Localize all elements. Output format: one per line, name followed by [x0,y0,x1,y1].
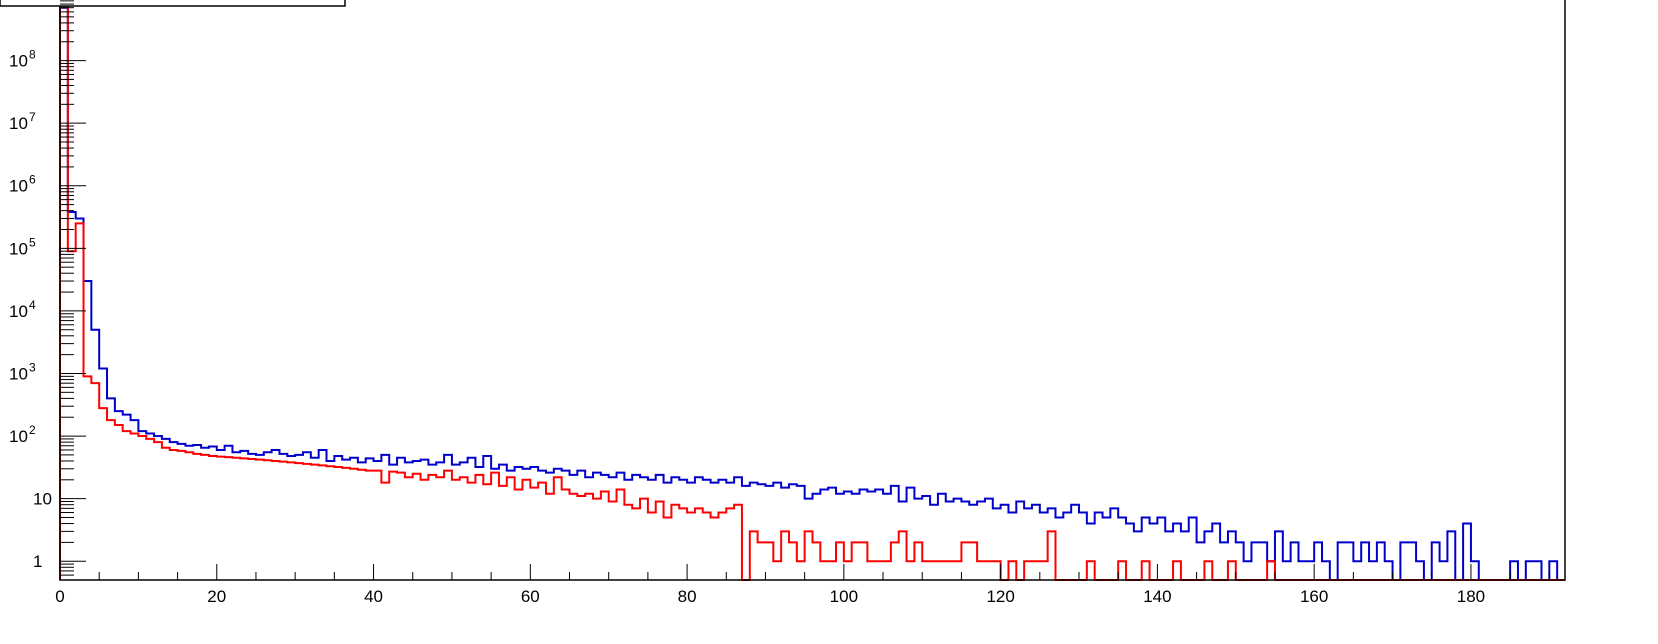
y-tick-label: 1 [33,552,42,571]
series-layer [59,3,1565,581]
x-tick-label: 40 [364,587,383,606]
y-tick-label: 10 [9,302,28,321]
y-tick-label: 10 [9,52,28,71]
y-tick-exponent: 4 [29,298,36,312]
x-tick-label: 120 [986,587,1014,606]
y-tick-label: 10 [33,490,52,509]
x-tick-label: 100 [830,587,858,606]
y-tick-exponent: 6 [29,173,36,187]
y-tick-label: 10 [9,427,28,446]
x-tick-label: 140 [1143,587,1171,606]
x-tick-label: 20 [207,587,226,606]
x-tick-label: 0 [55,587,64,606]
y-tick-exponent: 5 [29,235,36,249]
x-tick-label: 160 [1300,587,1328,606]
plot-frame [59,0,1566,581]
y-tick-exponent: 7 [29,110,36,124]
y-tick-label: 10 [9,114,28,133]
y-tick-exponent: 3 [29,360,36,374]
y-tick-label: 10 [9,239,28,258]
y-tick-label: 10 [9,177,28,196]
legend-box [0,0,346,7]
series-0-line [59,6,1565,581]
y-tick-exponent: 8 [29,48,36,62]
x-tick-label: 60 [521,587,540,606]
x-tick-label: 80 [678,587,697,606]
y-tick-label: 10 [9,364,28,383]
x-axis: 0 20 40 60 80 100 120 140 160 180 [55,564,1550,606]
y-tick-exponent: 2 [29,423,36,437]
x-tick-label: 180 [1457,587,1485,606]
